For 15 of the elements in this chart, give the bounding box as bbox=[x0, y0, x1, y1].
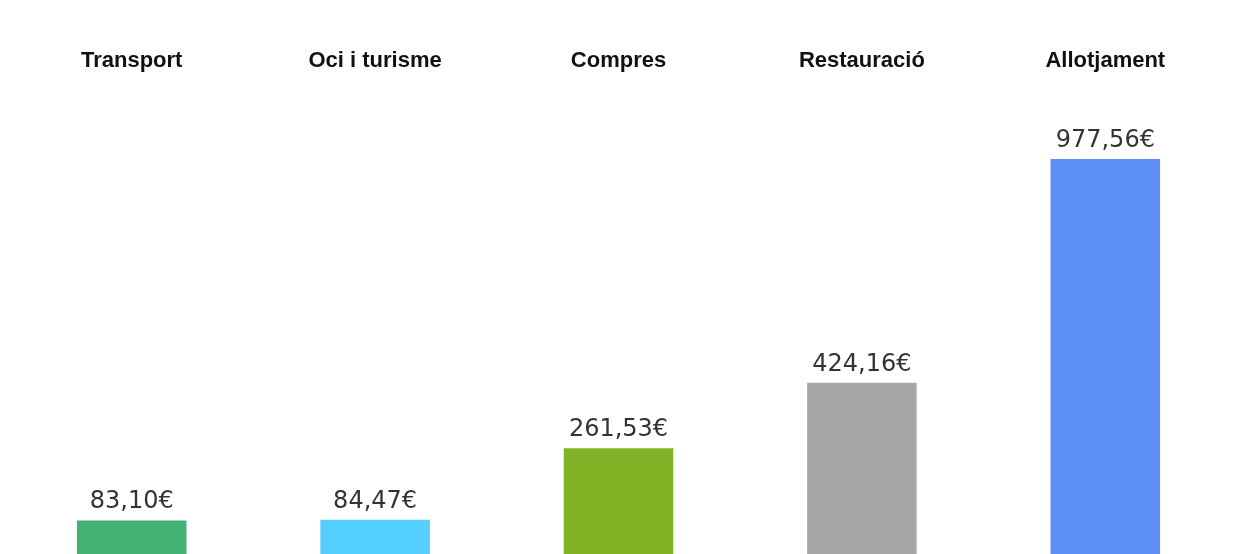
bar bbox=[320, 519, 430, 554]
data-label: 83,10€ bbox=[89, 486, 174, 515]
x-tick-label: Transport bbox=[80, 46, 184, 72]
data-label: 424,16€ bbox=[812, 348, 912, 377]
x-tick-label: Compres bbox=[570, 46, 667, 72]
bar bbox=[563, 448, 674, 554]
x-tick-label: Restauració bbox=[798, 46, 925, 72]
data-label: 977,56€ bbox=[1055, 125, 1155, 154]
bar bbox=[1050, 159, 1161, 554]
data-label: 84,47€ bbox=[333, 485, 418, 514]
bar bbox=[807, 382, 917, 554]
data-label: 261,53€ bbox=[568, 414, 669, 443]
x-tick-label: Oci i turisme bbox=[308, 46, 442, 72]
bar bbox=[76, 520, 187, 554]
x-tick-label: Allotjament bbox=[1045, 46, 1166, 72]
